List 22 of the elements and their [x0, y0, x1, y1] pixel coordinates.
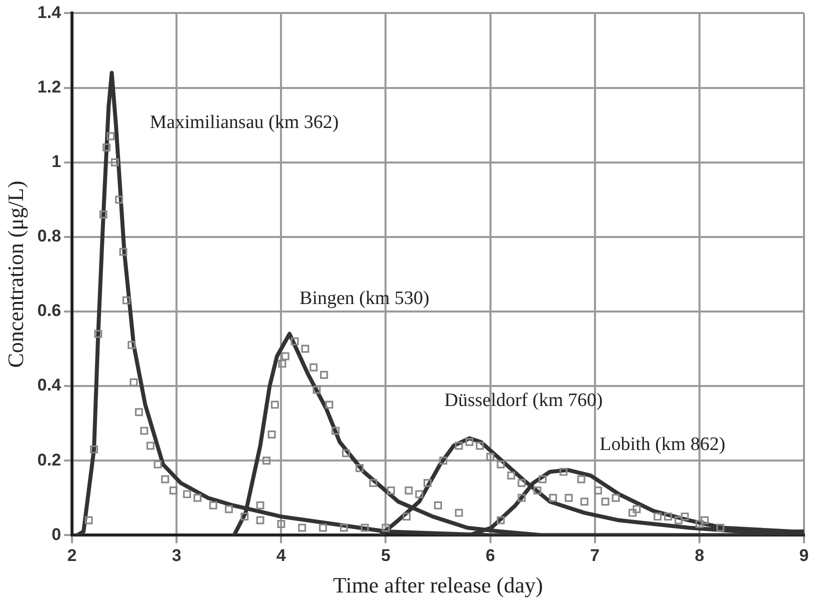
annotation: Lobith (km 862) [600, 434, 726, 455]
y-tick-label: 0.4 [37, 376, 62, 395]
x-tick-label: 7 [590, 546, 600, 566]
annotation: Maximiliansau (km 362) [150, 112, 339, 133]
x-tick-label: 9 [799, 546, 809, 566]
y-tick-label: 0.2 [37, 450, 62, 470]
y-tick-label: 1 [52, 152, 62, 172]
y-tick-label: 0 [52, 524, 62, 544]
annotation: Bingen (km 530) [300, 288, 430, 309]
y-tick-label: 0.8 [37, 226, 62, 246]
x-tick-label: 2 [67, 546, 77, 566]
x-tick-label: 5 [381, 546, 390, 566]
x-tick-label: 8 [694, 546, 704, 566]
x-tick-label: 3 [172, 546, 182, 566]
y-tick-label: 1.4 [37, 2, 62, 22]
x-tick-label: 4 [276, 546, 286, 566]
y-tick-label: 0.6 [37, 301, 62, 320]
x-axis-title: Time after release (day) [333, 572, 543, 598]
y-axis-title: Concentration (μg/L) [2, 180, 28, 368]
annotation: Düsseldorf (km 760) [444, 390, 603, 412]
x-tick-label: 6 [486, 546, 496, 566]
y-tick-label: 1.2 [37, 77, 62, 96]
